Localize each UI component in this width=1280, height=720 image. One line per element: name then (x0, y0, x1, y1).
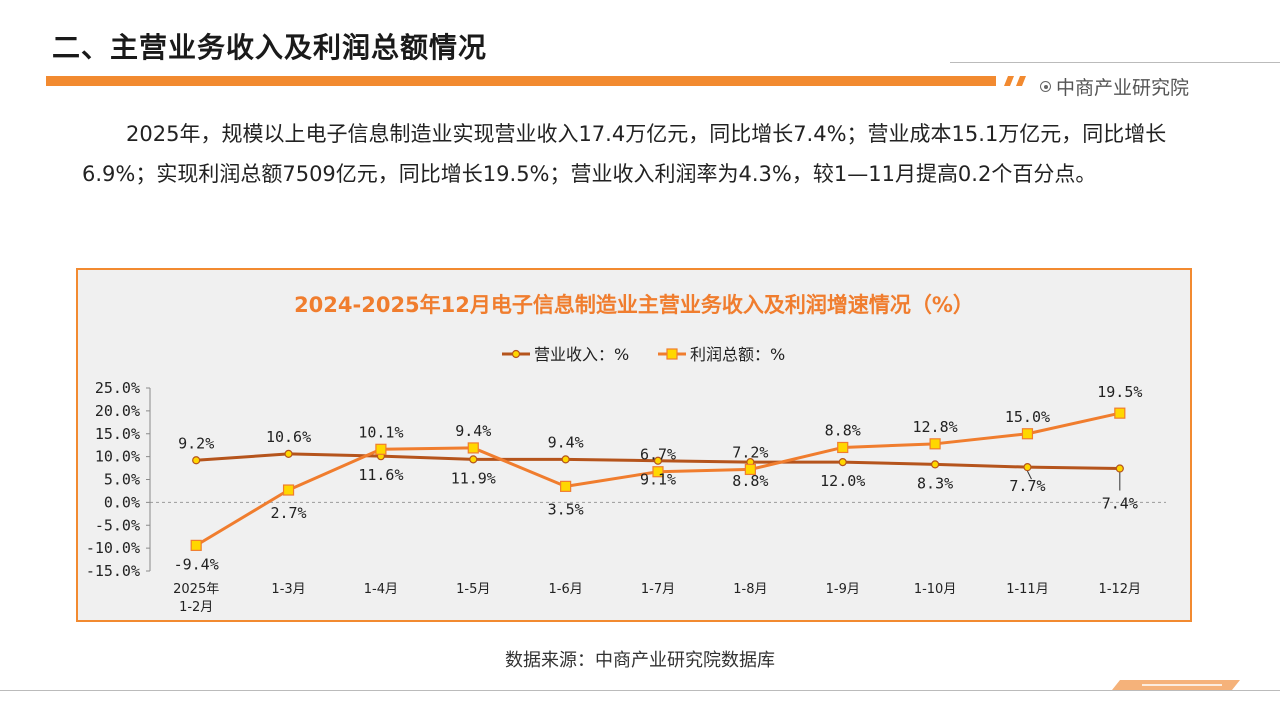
profit-point (190, 539, 202, 551)
title-underline (46, 76, 996, 86)
revenue-data-label: 10.1% (358, 423, 403, 441)
revenue-point (284, 449, 293, 458)
profit-point (375, 443, 387, 455)
data-source: 数据来源：中商产业研究院数据库 (505, 650, 775, 671)
revenue-point (653, 456, 663, 465)
revenue-point (561, 455, 570, 464)
y-tick-label: 5.0% (104, 471, 140, 489)
profit-data-label: 7.2% (732, 443, 768, 461)
intro-paragraph: 2025年，规模以上电子信息制造业实现营业收入17.4万亿元，同比增长7.4%；… (82, 122, 1167, 186)
x-tick-label: 1-5月 (456, 582, 490, 597)
legend-revenue-marker (511, 349, 521, 359)
y-axis: 25.0% 20.0% 15.0% 10.0% 5.0% 0.0% -5.0% -10.0% -… (86, 379, 151, 580)
revenue-data-label: 9.4% (455, 422, 491, 440)
profit-data-label: 15.0% (1005, 408, 1050, 426)
footer-divider (0, 690, 1280, 691)
revenue-data-label: 10.6% (266, 428, 311, 446)
x-tick-label: 2025年 (173, 582, 219, 597)
revenue-data-label: 8.8% (732, 472, 768, 490)
profit-data-label: 3.5% (548, 500, 584, 518)
footer-stripes-icon (1112, 680, 1240, 690)
revenue-data-label: 8.8% (825, 421, 861, 439)
x-tick-label: 1-3月 (271, 582, 305, 597)
x-tick-label: 1-6月 (549, 582, 583, 597)
x-axis: 2025年 1-2月 1-3月 1-4月 1-5月 1-6月 1-7月 1-8月 1-9月 1-1… (173, 582, 1141, 615)
profit-point (929, 438, 941, 450)
legend-profit-marker (666, 348, 678, 360)
profit-data-label: 2.7% (270, 504, 306, 522)
header-divider (950, 62, 1280, 63)
revenue-point (469, 455, 478, 464)
profit-point (1114, 407, 1126, 419)
revenue-data-label: 7.7% (1009, 477, 1045, 495)
chart-container: 2024-2025年12月电子信息制造业主营业务收入及利润增速情况（%） 营业收… (76, 268, 1192, 622)
header-stripes-icon (1004, 76, 1026, 86)
profit-data-label: 19.5% (1097, 383, 1142, 401)
brand-logo-icon (1040, 81, 1051, 92)
profit-point (652, 466, 664, 478)
revenue-data-label: 9.4% (548, 433, 584, 451)
y-tick-label: -5.0% (95, 516, 140, 534)
revenue-point (838, 458, 847, 467)
profit-data-label: 12.8% (913, 418, 958, 436)
profit-data-label: 11.9% (451, 469, 496, 487)
y-tick-label: 15.0% (95, 425, 140, 443)
revenue-point (192, 456, 201, 465)
profit-data-label: 12.0% (820, 472, 865, 490)
brand-name: 中商产业研究院 (1056, 77, 1190, 99)
revenue-data-label: 8.3% (917, 474, 953, 492)
leader-line (1027, 470, 1032, 480)
x-tick-label: 1-11月 (1006, 582, 1049, 597)
profit-point (744, 463, 756, 476)
legend-profit-label: 利润总额：% (690, 345, 785, 364)
profit-point (1021, 428, 1034, 440)
x-tick-label: 1-12月 (1099, 582, 1142, 597)
revenue-data-label: 9.1% (640, 471, 676, 489)
page-title: 二、主营业务收入及利润总额情况 (52, 31, 488, 64)
y-tick-label: 10.0% (95, 448, 140, 466)
x-tick-label: 1-8月 (733, 582, 767, 597)
profit-data-label: 6.7% (640, 446, 676, 464)
chart-series (190, 407, 1126, 551)
x-tick-label: 1-4月 (364, 582, 398, 597)
revenue-point (1023, 463, 1032, 472)
y-tick-label: -10.0% (86, 539, 140, 557)
revenue-point (930, 460, 940, 469)
line-chart: 2024-2025年12月电子信息制造业主营业务收入及利润增速情况（%） 营业收… (86, 293, 1166, 615)
y-tick-label: 20.0% (95, 402, 140, 420)
legend-revenue-label: 营业收入：% (534, 345, 629, 364)
chart-title: 2024-2025年12月电子信息制造业主营业务收入及利润增速情况（%） (294, 293, 974, 317)
brand: 中商产业研究院 (1040, 73, 1189, 100)
profit-point (282, 484, 295, 496)
profit-data-label: 11.6% (358, 466, 403, 484)
chart-legend: 营业收入：% 利润总额：% (502, 345, 785, 364)
revenue-data-label: 9.2% (178, 434, 214, 452)
revenue-point (1115, 464, 1124, 473)
revenue-data-label: 7.4% (1102, 495, 1138, 513)
data-labels: 9.2% -9.4% 10.6% 2.7% 10.1% 11.6% 9.4% 11.9% 9.4… (174, 383, 1143, 573)
profit-point (837, 441, 849, 454)
y-tick-label: 0.0% (104, 493, 140, 511)
profit-point (560, 480, 572, 492)
x-tick-label: 1-9月 (826, 582, 860, 597)
x-tick-label: 1-2月 (179, 600, 213, 615)
y-tick-label: 25.0% (95, 379, 140, 397)
x-tick-label: 1-10月 (914, 582, 957, 597)
x-tick-label: 1-7月 (641, 582, 675, 597)
y-tick-label: -15.0% (86, 562, 140, 580)
profit-point (467, 442, 479, 454)
profit-data-label: -9.4% (174, 555, 219, 573)
